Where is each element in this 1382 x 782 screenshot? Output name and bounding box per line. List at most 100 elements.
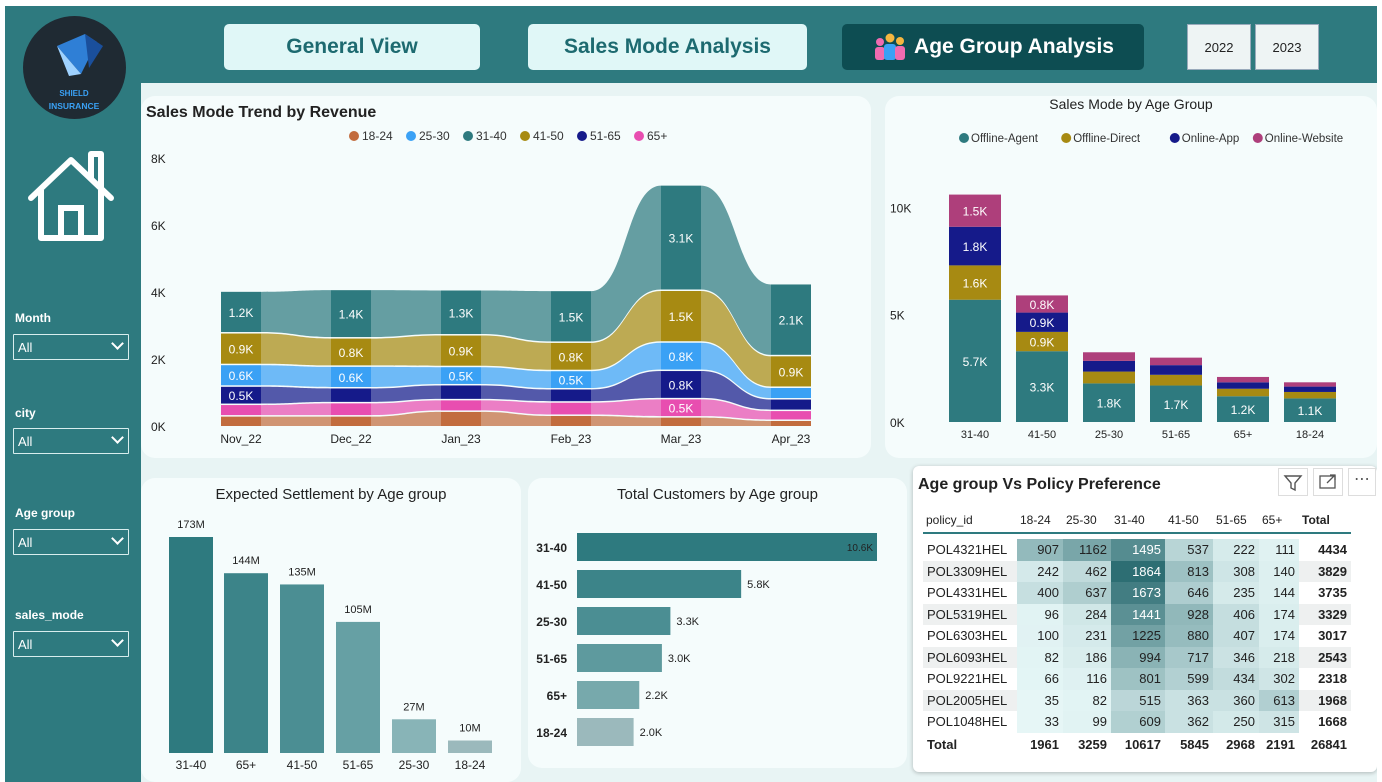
bar-segment-Online-Website[interactable] [1016, 295, 1068, 313]
bar-segment-Online-Website[interactable] [1150, 357, 1202, 366]
column-header[interactable]: Total [1299, 508, 1351, 534]
column-header[interactable]: 41-50 [1165, 508, 1213, 534]
bar-segment-Online-App[interactable] [1016, 312, 1068, 332]
column-header[interactable]: 25-30 [1063, 508, 1111, 534]
bar-segment-31-40[interactable] [221, 291, 261, 333]
bar-segment-Online-Website[interactable] [1083, 352, 1135, 361]
bar-segment-18-24[interactable] [331, 416, 371, 426]
bar[interactable] [280, 584, 324, 753]
column-header[interactable]: 18-24 [1017, 508, 1063, 534]
bar-segment-51-65[interactable] [331, 388, 371, 402]
bar-segment-31-40[interactable] [661, 185, 701, 290]
bar[interactable] [577, 533, 877, 561]
bar-segment-18-24[interactable] [661, 417, 701, 426]
bar-segment-41-50[interactable] [441, 335, 481, 366]
bar-segment-Online-Website[interactable] [949, 194, 1001, 227]
bar-segment-65+[interactable] [221, 405, 261, 416]
bar-segment-Offline-Direct[interactable] [1083, 371, 1135, 384]
filter-button[interactable] [1278, 468, 1308, 496]
table-row[interactable]: POL3309HEL 242 462 1864 813 308 140 3829 [923, 560, 1351, 582]
bar[interactable] [336, 621, 380, 753]
bar-segment-51-65[interactable] [441, 385, 481, 399]
bar-segment-25-30[interactable] [221, 365, 261, 386]
bar-segment-Offline-Direct[interactable] [1016, 331, 1068, 352]
bar-segment-Online-App[interactable] [1284, 386, 1336, 392]
bar-segment-Online-App[interactable] [1083, 360, 1135, 372]
bar-segment-Offline-Agent[interactable] [1083, 383, 1135, 422]
bar-segment-31-40[interactable] [551, 291, 591, 342]
bar-segment-Offline-Direct[interactable] [1150, 374, 1202, 386]
focus-mode-button[interactable] [1313, 468, 1343, 496]
bar-segment-41-50[interactable] [661, 290, 701, 342]
bar[interactable] [577, 570, 742, 598]
bar-segment-31-40[interactable] [771, 284, 811, 355]
table-row[interactable]: POL2005HEL 35 82 515 363 360 613 1968 [923, 689, 1351, 711]
bar-segment-65+[interactable] [771, 411, 811, 420]
bar[interactable] [577, 644, 662, 672]
bar-segment-51-65[interactable] [661, 371, 701, 398]
bar-segment-Online-App[interactable] [1150, 365, 1202, 375]
table-row[interactable]: POL4331HEL 400 637 1673 646 235 144 3735 [923, 582, 1351, 604]
home-icon[interactable] [25, 146, 121, 242]
nav-age-group-analysis[interactable]: Age Group Analysis [842, 24, 1144, 70]
bar-segment-51-65[interactable] [771, 399, 811, 410]
bar-segment-Offline-Direct[interactable] [1284, 391, 1336, 399]
bar-segment-51-65[interactable] [221, 386, 261, 404]
bar-segment-41-50[interactable] [221, 333, 261, 364]
bar-segment-Offline-Agent[interactable] [1217, 396, 1269, 422]
table-row[interactable]: POL6093HEL 82 186 994 717 346 218 2543 [923, 646, 1351, 668]
nav-sales-mode-analysis[interactable]: Sales Mode Analysis [528, 24, 807, 70]
filter-month-select[interactable]: All [13, 334, 129, 360]
bar-segment-25-30[interactable] [661, 342, 701, 370]
bar-segment-41-50[interactable] [551, 342, 591, 370]
bar-segment-65+[interactable] [441, 400, 481, 411]
column-header[interactable]: policy_id [923, 508, 1017, 534]
bar-segment-18-24[interactable] [221, 416, 261, 426]
bar-segment-Online-App[interactable] [949, 226, 1001, 266]
bar-segment-25-30[interactable] [441, 367, 481, 384]
bar[interactable] [577, 607, 671, 635]
bar-segment-Offline-Agent[interactable] [1284, 398, 1336, 422]
bar[interactable] [392, 719, 436, 753]
bar-segment-18-24[interactable] [771, 420, 811, 426]
bar[interactable] [577, 718, 634, 746]
bar-segment-25-30[interactable] [331, 366, 371, 387]
table-row[interactable]: POL5319HEL 96 284 1441 928 406 174 3329 [923, 603, 1351, 625]
bar-segment-Offline-Direct[interactable] [949, 265, 1001, 300]
bar-segment-65+[interactable] [551, 402, 591, 415]
bar-segment-41-50[interactable] [771, 356, 811, 387]
bar-segment-25-30[interactable] [551, 371, 591, 388]
bar-segment-Offline-Agent[interactable] [1016, 351, 1068, 422]
table-row[interactable]: POL9221HEL 66 116 801 599 434 302 2318 [923, 668, 1351, 690]
bar-segment-Offline-Agent[interactable] [1150, 385, 1202, 422]
column-header[interactable]: 65+ [1259, 508, 1299, 534]
column-header[interactable]: 51-65 [1213, 508, 1259, 534]
table-row[interactable]: POL1048HEL 33 99 609 362 250 315 1668 [923, 711, 1351, 733]
filter-city-select[interactable]: All [13, 428, 129, 454]
bar-segment-18-24[interactable] [441, 411, 481, 426]
bar-segment-31-40[interactable] [331, 290, 371, 338]
year-2022-button[interactable]: 2022 [1187, 24, 1251, 70]
bar-segment-65+[interactable] [331, 403, 371, 416]
filter-salesmode-select[interactable]: All [13, 631, 129, 657]
bar-segment-51-65[interactable] [551, 389, 591, 402]
bar-segment-65+[interactable] [661, 399, 701, 417]
bar-segment-Online-Website[interactable] [1284, 382, 1336, 387]
more-options-button[interactable]: ⋯ [1348, 468, 1376, 496]
column-header[interactable]: 31-40 [1111, 508, 1165, 534]
bar-segment-31-40[interactable] [441, 290, 481, 335]
filter-agegroup-select[interactable]: All [13, 529, 129, 555]
bar[interactable] [577, 681, 640, 709]
bar-segment-18-24[interactable] [551, 415, 591, 426]
table-row[interactable]: POL4321HEL 907 1162 1495 537 222 111 4434 [923, 539, 1351, 561]
bar-segment-Offline-Direct[interactable] [1217, 388, 1269, 397]
bar[interactable] [169, 537, 213, 753]
bar-segment-41-50[interactable] [331, 338, 371, 366]
bar-segment-25-30[interactable] [771, 387, 811, 399]
bar-segment-Online-App[interactable] [1217, 382, 1269, 389]
nav-general-view[interactable]: General View [224, 24, 480, 70]
table-row[interactable]: POL6303HEL 100 231 1225 880 407 174 3017 [923, 625, 1351, 647]
bar[interactable] [224, 573, 268, 753]
bar-segment-Offline-Agent[interactable] [949, 299, 1001, 422]
year-2023-button[interactable]: 2023 [1255, 24, 1319, 70]
